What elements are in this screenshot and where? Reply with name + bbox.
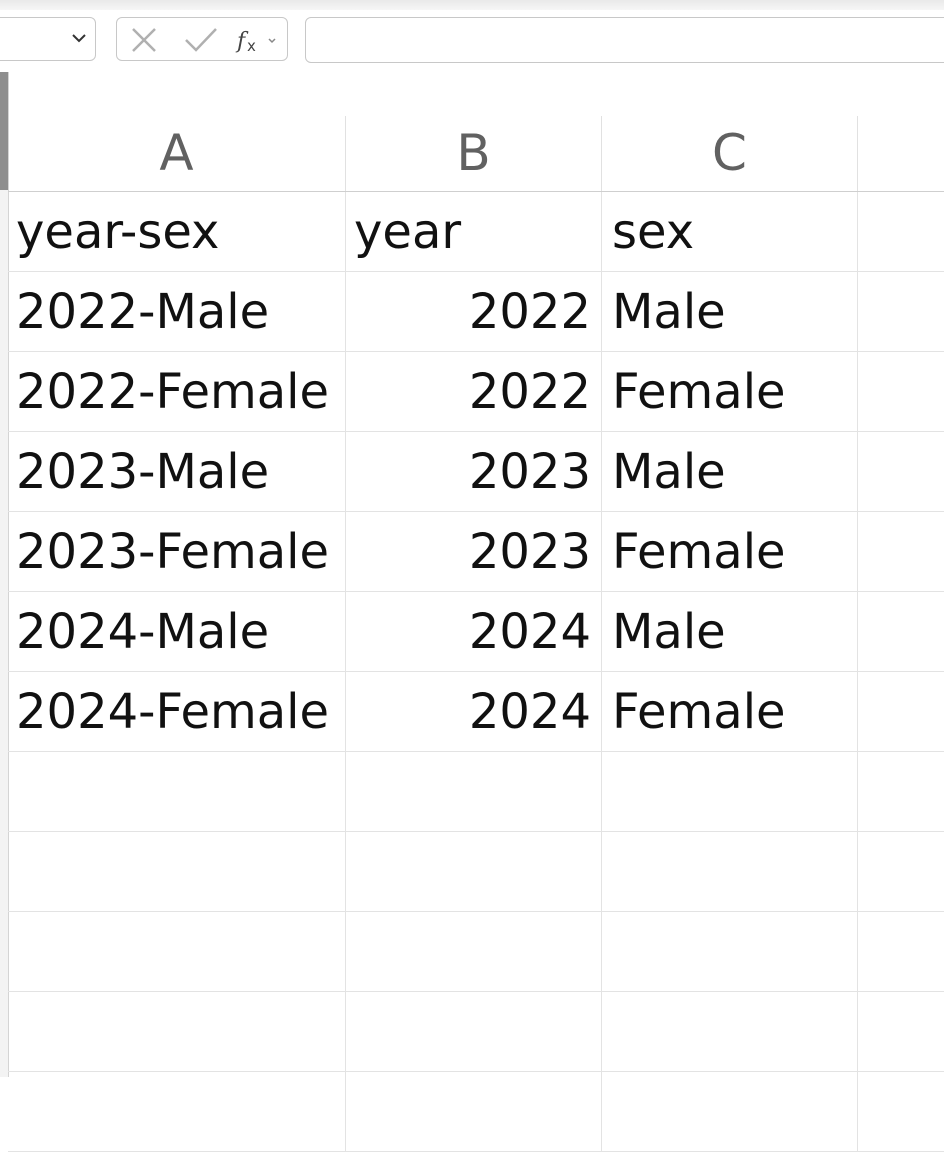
table-row: year-sex year sex	[8, 192, 944, 272]
table-row: 2024-Female 2024 Female	[8, 672, 944, 752]
cell-c[interactable]: Male	[602, 592, 858, 672]
cell-a[interactable]: 2024-Female	[8, 672, 346, 752]
cell-d[interactable]	[858, 752, 944, 832]
formula-bar: f x	[0, 0, 944, 72]
cell-b[interactable]: 2022	[346, 352, 602, 432]
cell-c[interactable]	[602, 1072, 858, 1152]
table-row	[8, 1072, 944, 1152]
cell-b[interactable]: 2023	[346, 432, 602, 512]
column-header-a[interactable]: A	[8, 116, 346, 191]
column-header-b[interactable]: B	[346, 116, 602, 191]
cell-c[interactable]: Female	[602, 512, 858, 592]
cell-c[interactable]: Female	[602, 352, 858, 432]
cell-d[interactable]	[858, 272, 944, 352]
cell-d[interactable]	[858, 1072, 944, 1152]
table-row: 2022-Female 2022 Female	[8, 352, 944, 432]
cell-a[interactable]: 2022-Male	[8, 272, 346, 352]
cell-b[interactable]: 2024	[346, 592, 602, 672]
table-row	[8, 912, 944, 992]
cell-a[interactable]: 2023-Male	[8, 432, 346, 512]
cell-d[interactable]	[858, 192, 944, 272]
cell-d[interactable]	[858, 832, 944, 912]
table-row: 2023-Male 2023 Male	[8, 432, 944, 512]
formula-actions: f x	[116, 17, 288, 61]
ribbon-edge	[0, 0, 944, 10]
cell-c[interactable]	[602, 752, 858, 832]
cell-b[interactable]	[346, 832, 602, 912]
column-header-c[interactable]: C	[602, 116, 858, 191]
cell-a[interactable]	[8, 752, 346, 832]
cell-c[interactable]: Male	[602, 272, 858, 352]
row-header-strip	[0, 72, 9, 1077]
name-box[interactable]	[0, 17, 96, 61]
cell-d[interactable]	[858, 592, 944, 672]
function-icon[interactable]: f x	[235, 26, 283, 54]
spreadsheet-grid: A B C year-sex year sex 2022-Male 2022 Male 20…	[0, 72, 944, 1152]
select-all-corner[interactable]	[0, 72, 8, 190]
cell-b[interactable]	[346, 912, 602, 992]
cell-b[interactable]: year	[346, 192, 602, 272]
cell-a[interactable]	[8, 832, 346, 912]
table-row	[8, 992, 944, 1072]
cell-d[interactable]	[858, 672, 944, 752]
cell-d[interactable]	[858, 352, 944, 432]
cell-c[interactable]	[602, 832, 858, 912]
cell-a[interactable]: 2024-Male	[8, 592, 346, 672]
table-row	[8, 752, 944, 832]
cell-a[interactable]: 2023-Female	[8, 512, 346, 592]
cell-a[interactable]	[8, 992, 346, 1072]
cell-b[interactable]: 2023	[346, 512, 602, 592]
column-header-d[interactable]	[858, 116, 944, 191]
table-row: 2024-Male 2024 Male	[8, 592, 944, 672]
cell-c[interactable]	[602, 992, 858, 1072]
column-headers: A B C	[8, 116, 944, 192]
cell-d[interactable]	[858, 992, 944, 1072]
cell-b[interactable]	[346, 992, 602, 1072]
cell-d[interactable]	[858, 432, 944, 512]
table-row	[8, 832, 944, 912]
cancel-icon[interactable]	[129, 26, 159, 54]
table-row: 2022-Male 2022 Male	[8, 272, 944, 352]
cell-d[interactable]	[858, 912, 944, 992]
cell-c[interactable]: sex	[602, 192, 858, 272]
cell-c[interactable]: Male	[602, 432, 858, 512]
chevron-down-icon[interactable]	[69, 28, 89, 48]
cell-b[interactable]	[346, 752, 602, 832]
cell-a[interactable]	[8, 1072, 346, 1152]
cell-a[interactable]: year-sex	[8, 192, 346, 272]
cell-b[interactable]	[346, 1072, 602, 1152]
cell-b[interactable]: 2022	[346, 272, 602, 352]
cell-a[interactable]	[8, 912, 346, 992]
cell-c[interactable]: Female	[602, 672, 858, 752]
cell-b[interactable]: 2024	[346, 672, 602, 752]
formula-input[interactable]	[305, 17, 944, 63]
table-row: 2023-Female 2023 Female	[8, 512, 944, 592]
cell-a[interactable]: 2022-Female	[8, 352, 346, 432]
enter-icon[interactable]	[183, 26, 219, 54]
svg-text:x: x	[247, 37, 256, 54]
cell-d[interactable]	[858, 512, 944, 592]
cell-c[interactable]	[602, 912, 858, 992]
